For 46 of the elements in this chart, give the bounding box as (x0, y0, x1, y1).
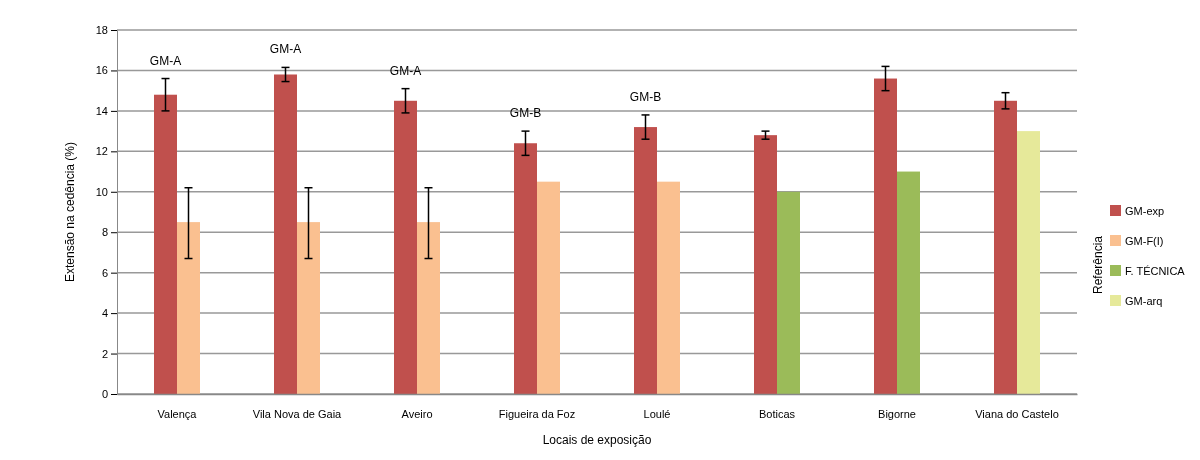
y-tick-label: 6 (101, 266, 108, 279)
bar (1017, 131, 1040, 394)
y-axis-title: Extensão na cedência (%) (63, 141, 77, 283)
x-tick-label: Figueira da Foz (498, 407, 576, 420)
x-tick-label: Aveiro (401, 407, 433, 420)
bar (274, 74, 297, 394)
bar (777, 191, 800, 394)
bar (537, 181, 560, 394)
x-axis-title: Locais de exposição (542, 433, 652, 447)
x-tick-label: Valença (157, 407, 198, 420)
y-tick-label: 0 (101, 388, 108, 401)
bar (154, 94, 177, 394)
x-tick-label: Bigorne (878, 407, 916, 420)
y-tick-label: 10 (95, 185, 108, 198)
legend-label: F. TÉCNICA (1125, 265, 1186, 277)
annotation: GM-A (389, 63, 422, 78)
x-tick-label: Loulé (643, 407, 671, 420)
annotation: GM-A (269, 42, 302, 57)
x-tick-label: Vila Nova de Gaia (252, 407, 343, 420)
legend-label: GM-arq (1125, 295, 1163, 307)
y-tick-label: 18 (95, 24, 108, 37)
y-tick-label: 4 (101, 307, 108, 320)
legend-label: GM-exp (1125, 205, 1165, 217)
y-tick-label: 14 (95, 104, 108, 117)
annotation: GM-A (149, 53, 182, 68)
x-tick-label: Boticas (758, 407, 796, 420)
annotation: GM-B (509, 106, 542, 121)
bar (897, 171, 920, 394)
legend-label: GM-F(I) (1125, 235, 1164, 247)
legend-title: Referência (1091, 235, 1105, 295)
annotation: GM-B (629, 89, 662, 104)
bar (657, 181, 680, 394)
bar (417, 222, 440, 394)
bar (394, 100, 417, 394)
bar (994, 100, 1017, 394)
bar (754, 135, 777, 394)
bar (874, 78, 897, 394)
x-tick-label: Viana do Castelo (975, 407, 1059, 420)
y-tick-label: 8 (101, 226, 108, 239)
bar (634, 127, 657, 394)
y-tick-label: 12 (95, 145, 108, 158)
y-tick-label: 2 (101, 347, 108, 360)
bar (514, 143, 537, 394)
bar (177, 222, 200, 394)
bar (297, 222, 320, 394)
y-tick-label: 16 (95, 64, 108, 77)
